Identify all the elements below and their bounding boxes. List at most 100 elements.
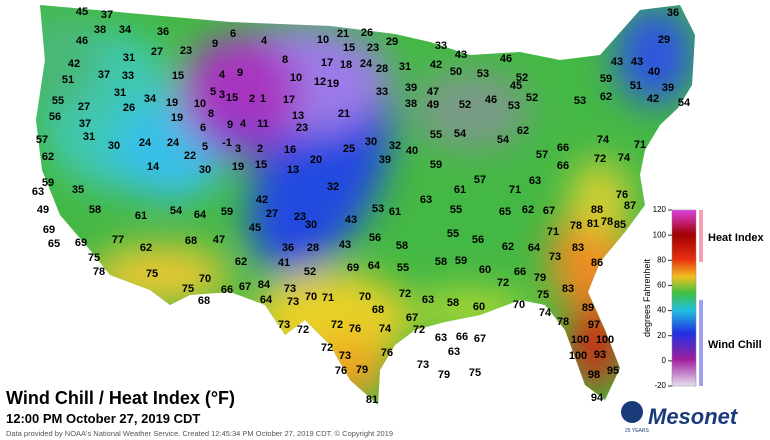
station-value: 2 xyxy=(257,143,263,155)
station-value: 49 xyxy=(427,99,439,111)
station-value: 24 xyxy=(360,58,373,70)
station-value: 63 xyxy=(420,194,432,206)
scale-tick-label: 0 xyxy=(662,356,667,365)
station-value: 63 xyxy=(435,332,447,344)
station-value: 72 xyxy=(594,153,606,165)
station-value: 14 xyxy=(147,161,160,173)
station-value: 68 xyxy=(372,304,384,316)
station-value: 55 xyxy=(397,262,409,274)
station-value: 19 xyxy=(327,78,339,90)
station-value: 67 xyxy=(543,205,555,217)
station-value: 13 xyxy=(292,110,304,122)
station-value: 40 xyxy=(406,145,418,157)
station-value: 54 xyxy=(170,205,183,217)
station-value: 47 xyxy=(213,234,225,246)
station-value: 16 xyxy=(284,144,296,156)
station-value: 71 xyxy=(322,292,334,304)
station-value: 42 xyxy=(68,58,80,70)
station-value: 54 xyxy=(454,128,467,140)
logo-icon xyxy=(621,401,643,423)
station-value: 81 xyxy=(366,394,378,406)
station-value: 69 xyxy=(75,237,87,249)
station-value: 75 xyxy=(182,283,194,295)
station-value: 27 xyxy=(151,46,163,58)
station-value: 83 xyxy=(562,283,574,295)
station-value: 23 xyxy=(296,122,308,134)
station-value: 69 xyxy=(43,224,55,236)
station-value: 6 xyxy=(200,122,206,134)
station-value: 33 xyxy=(376,86,388,98)
station-value: 43 xyxy=(611,56,623,68)
title: Wind Chill / Heat Index (°F) xyxy=(6,388,235,408)
station-value: 31 xyxy=(123,52,135,64)
station-value: 47 xyxy=(427,86,439,98)
station-value: 43 xyxy=(455,49,467,61)
station-value: 46 xyxy=(485,94,497,106)
scale-tick-label: 120 xyxy=(653,205,667,214)
station-value: 72 xyxy=(399,288,411,300)
station-value: 61 xyxy=(454,184,466,196)
station-value: 65 xyxy=(499,206,511,218)
station-value: 87 xyxy=(624,200,636,212)
station-value: 25 xyxy=(343,143,355,155)
station-value: 73 xyxy=(417,359,429,371)
station-value: 26 xyxy=(123,102,135,114)
station-value: 28 xyxy=(376,63,388,75)
station-value: 10 xyxy=(290,72,302,84)
station-value: 57 xyxy=(474,174,486,186)
station-value: 72 xyxy=(321,342,333,354)
scale-tick-label: 40 xyxy=(657,306,666,315)
station-value: 55 xyxy=(430,129,442,141)
station-value: 36 xyxy=(667,7,679,19)
station-value: 64 xyxy=(528,242,541,254)
station-value: 42 xyxy=(647,93,659,105)
station-value: 34 xyxy=(119,24,132,36)
station-value: 12 xyxy=(314,76,326,88)
logo-badge: 25 YEARS xyxy=(625,428,649,434)
station-value: 62 xyxy=(522,204,534,216)
station-value: 60 xyxy=(479,264,491,276)
station-value: 94 xyxy=(591,392,604,404)
station-value: 68 xyxy=(185,235,197,247)
station-value: 78 xyxy=(601,216,613,228)
station-value: 28 xyxy=(307,242,319,254)
station-value: 66 xyxy=(221,284,233,296)
station-value: 72 xyxy=(413,324,425,336)
station-value: 79 xyxy=(534,272,546,284)
station-value: 66 xyxy=(557,160,569,172)
station-value: 52 xyxy=(304,266,316,278)
station-value: 37 xyxy=(101,9,113,21)
station-value: 55 xyxy=(447,228,459,240)
station-value: 30 xyxy=(108,140,120,152)
station-value: 17 xyxy=(321,57,333,69)
station-value: 40 xyxy=(648,66,660,78)
station-value: 76 xyxy=(616,189,628,201)
station-value: 45 xyxy=(76,6,88,18)
station-value: 57 xyxy=(536,149,548,161)
station-value: 22 xyxy=(184,150,196,162)
station-value: 55 xyxy=(450,204,462,216)
station-value: 37 xyxy=(79,118,91,130)
station-value: 62 xyxy=(235,256,247,268)
station-value: 6 xyxy=(230,28,236,40)
station-value: 71 xyxy=(547,226,559,238)
scale-tick-label: 100 xyxy=(653,230,667,239)
station-value: 63 xyxy=(32,186,44,198)
station-value: 62 xyxy=(502,241,514,253)
station-value: 51 xyxy=(62,74,74,86)
station-value: 74 xyxy=(618,152,631,164)
station-value: 65 xyxy=(48,238,60,250)
station-value: 50 xyxy=(450,66,462,78)
station-value: 71 xyxy=(634,139,646,151)
station-value: 39 xyxy=(379,154,391,166)
station-value: 75 xyxy=(88,252,100,264)
station-value: 38 xyxy=(94,24,106,36)
station-value: 63 xyxy=(529,175,541,187)
station-value: 85 xyxy=(614,219,626,231)
color-scale xyxy=(671,209,697,387)
station-value: 10 xyxy=(194,98,206,110)
station-value: 79 xyxy=(438,369,450,381)
station-value: 62 xyxy=(600,91,612,103)
station-value: 93 xyxy=(594,349,606,361)
